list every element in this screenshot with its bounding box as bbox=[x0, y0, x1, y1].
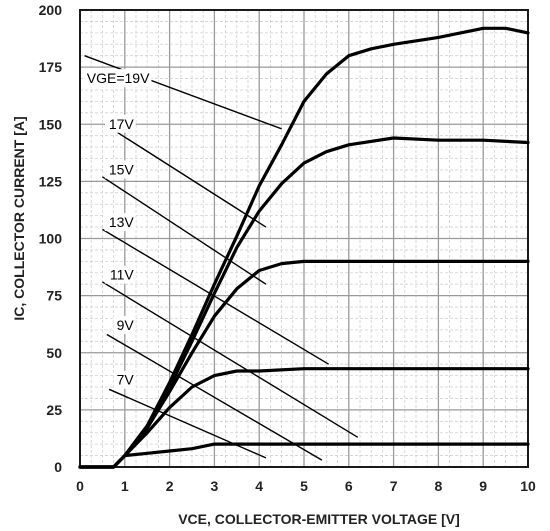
curve-label-bg bbox=[113, 370, 136, 389]
curve-label-bg bbox=[104, 114, 136, 133]
curve-labels: VGE=19V 17V 15V 13V 11V 9V 7V bbox=[84, 69, 152, 389]
leader-line-11v bbox=[102, 281, 359, 438]
x-tick-label: 4 bbox=[255, 478, 263, 494]
leader-line-17v bbox=[104, 123, 267, 228]
curve-label-17v: 17V bbox=[109, 116, 135, 132]
label-leader-lines bbox=[84, 55, 359, 461]
x-tick-label: 9 bbox=[479, 478, 487, 494]
x-tick-label: 6 bbox=[345, 478, 353, 494]
curve-label-13v: 13V bbox=[109, 214, 135, 230]
x-tick-label: 8 bbox=[435, 478, 443, 494]
x-tick-label: 7 bbox=[390, 478, 398, 494]
leader-line-vge-19v bbox=[84, 55, 282, 130]
y-axis-ticks: 0 25 50 75 100 125 150 175 200 bbox=[39, 2, 63, 475]
curves bbox=[78, 26, 530, 469]
curve-label-11v: 11V bbox=[110, 267, 135, 283]
x-tick-label: 0 bbox=[76, 478, 84, 494]
curve-label-bg bbox=[113, 315, 136, 334]
curve-label-15v: 15V bbox=[109, 162, 135, 178]
curve-label-bg bbox=[84, 69, 152, 88]
curve-label-bg bbox=[104, 265, 136, 284]
y-tick-label: 175 bbox=[39, 59, 63, 75]
leader-line-13v bbox=[102, 228, 329, 365]
x-tick-label: 10 bbox=[520, 478, 536, 494]
leader-line-15v bbox=[102, 176, 267, 285]
y-tick-label: 150 bbox=[39, 116, 63, 132]
x-axis-label: VCE, COLLECTOR-EMITTER VOLTAGE [V] bbox=[178, 511, 460, 527]
x-axis-ticks: 0 1 2 3 4 5 6 7 8 9 10 bbox=[76, 478, 536, 494]
y-tick-label: 125 bbox=[39, 173, 63, 189]
x-tick-label: 1 bbox=[121, 478, 129, 494]
curve-label-bg bbox=[104, 213, 136, 232]
x-tick-label: 5 bbox=[300, 478, 308, 494]
curve-label-9v: 9V bbox=[117, 317, 135, 333]
curve-label-bg bbox=[104, 160, 136, 179]
x-tick-label: 2 bbox=[166, 478, 174, 494]
plot-frame bbox=[79, 9, 529, 468]
y-tick-label: 25 bbox=[46, 402, 62, 418]
curve-13v bbox=[78, 367, 530, 469]
y-tick-label: 75 bbox=[46, 288, 62, 304]
leader-line-7v bbox=[108, 388, 267, 459]
curve-label-7v: 7V bbox=[117, 372, 135, 388]
leader-line-9v bbox=[106, 333, 323, 461]
grid bbox=[80, 10, 528, 467]
y-tick-label: 50 bbox=[46, 345, 62, 361]
curve-11v bbox=[78, 442, 530, 469]
y-axis-label: IC, COLLECTOR CURRENT [A] bbox=[11, 116, 27, 320]
y-tick-label: 100 bbox=[39, 231, 63, 247]
y-tick-label: 0 bbox=[54, 459, 62, 475]
x-tick-label: 3 bbox=[211, 478, 219, 494]
curve-label-vge-19v: VGE=19V bbox=[87, 70, 150, 86]
y-tick-label: 200 bbox=[39, 2, 63, 18]
